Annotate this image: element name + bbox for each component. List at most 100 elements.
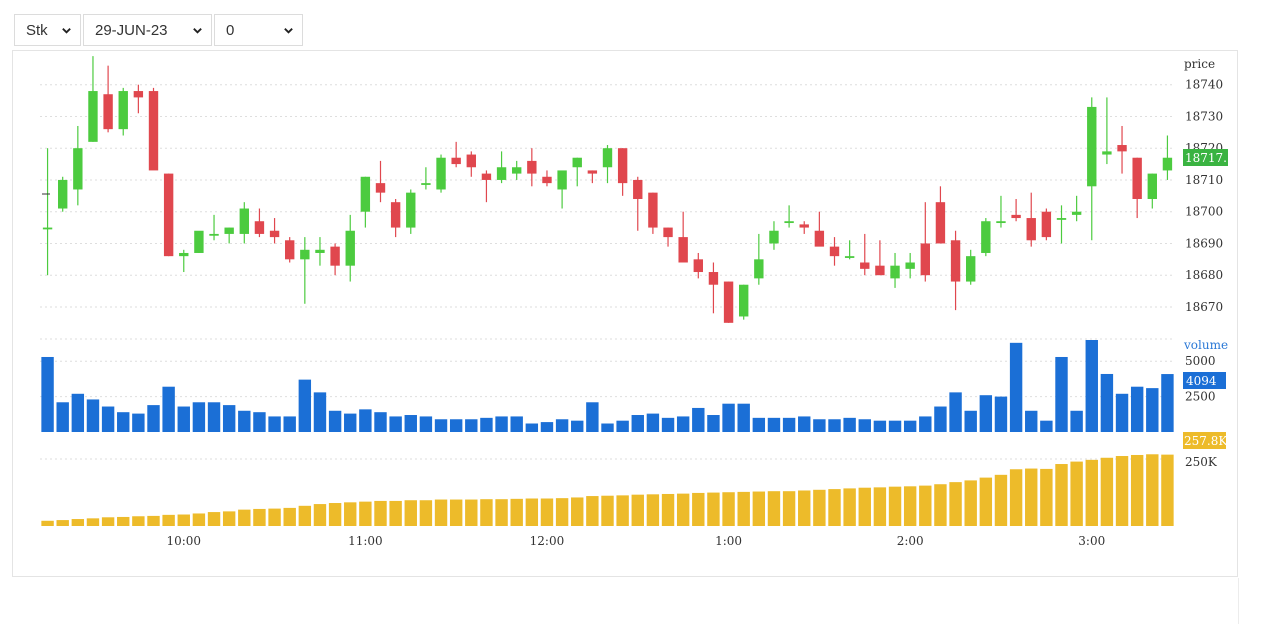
cumulative-bar — [253, 508, 266, 526]
candle-body — [254, 221, 265, 234]
volume-bar — [979, 395, 993, 432]
price-axis-title: price — [1184, 57, 1215, 71]
volume-bar — [132, 413, 145, 432]
candle-body — [406, 192, 416, 228]
volume-bar — [525, 423, 539, 432]
cumulative-bar — [465, 499, 478, 526]
cumulative-bar — [359, 501, 372, 526]
candle-body — [133, 91, 144, 98]
candle-body — [739, 284, 749, 317]
volume-bar — [843, 417, 856, 432]
volume-bar — [268, 416, 281, 432]
last-price-badge — [1183, 149, 1228, 166]
cumulative-bar — [858, 487, 871, 526]
last-volume-badge — [1183, 372, 1226, 389]
price-candles — [42, 56, 1173, 323]
price-tick-label: 18670 — [1185, 300, 1223, 314]
cumulative-bar — [56, 520, 69, 526]
candle-body — [375, 183, 386, 193]
volume-bar — [1130, 386, 1144, 432]
cumulative-bar — [419, 500, 433, 526]
candle-body — [73, 148, 83, 190]
cumulative-bar — [207, 512, 221, 526]
cumulative-bar — [555, 498, 569, 526]
volume-bar — [888, 420, 902, 432]
volume-bar — [449, 419, 463, 432]
date-select[interactable]: 29-JUN-23 — [83, 14, 212, 46]
last-volume-badge-text: 4094 — [1186, 374, 1217, 388]
toolbar: Stk 29-JUN-23 0 — [14, 14, 303, 48]
cumulative-bar — [449, 499, 463, 526]
candle-body — [285, 240, 295, 260]
cumulative-bar — [994, 474, 1008, 526]
candle-body — [103, 94, 113, 130]
candle-body — [1147, 173, 1157, 199]
volume-bar — [238, 410, 251, 432]
option-select-value: 0 — [226, 21, 235, 39]
candle-body — [118, 91, 128, 130]
candle-body — [829, 246, 840, 257]
cumulative-bar — [964, 480, 977, 526]
volume-bar — [631, 415, 644, 432]
price-tick-label: 18700 — [1185, 205, 1223, 219]
volume-bar — [646, 413, 660, 432]
volume-bar — [1009, 342, 1023, 432]
chevron-down-icon — [62, 27, 71, 34]
cumulative-bar — [616, 495, 629, 526]
volume-bar — [344, 413, 357, 432]
cumulative-bar — [374, 500, 387, 526]
volume-bar — [1100, 373, 1114, 432]
candle-body — [875, 265, 885, 276]
volume-bar — [71, 393, 85, 432]
volume-bar — [313, 392, 327, 432]
option-select[interactable]: 0 — [214, 14, 303, 46]
candle-body — [1117, 145, 1127, 152]
cumulative-bar — [117, 516, 130, 526]
candle-body — [648, 192, 658, 228]
volume-bar — [404, 415, 417, 432]
cumulative-bar — [949, 482, 962, 526]
candle-body — [58, 179, 68, 209]
volume-bar — [56, 402, 69, 432]
cumulative-bar — [1085, 459, 1098, 526]
volume-bars — [41, 340, 1174, 432]
cumulative-bar — [692, 492, 705, 526]
symbol-select[interactable]: Stk — [14, 14, 81, 46]
candle-body — [572, 157, 582, 168]
volume-bar — [465, 419, 478, 432]
candle-body — [1162, 157, 1173, 171]
cumulative-bar — [1070, 461, 1083, 526]
volume-bar — [858, 419, 871, 432]
cumulative-bar — [283, 507, 296, 526]
candle-body — [587, 170, 598, 174]
candle-body — [799, 224, 809, 228]
volume-bar — [117, 412, 130, 432]
volume-bar — [192, 402, 206, 432]
volume-bar — [253, 412, 266, 432]
candle-body — [1132, 157, 1142, 199]
candle-body — [754, 259, 764, 279]
cumulative-bar — [798, 490, 811, 526]
volume-bar — [510, 416, 523, 432]
cumulative-bar — [873, 487, 887, 526]
cumulative-bar — [1009, 469, 1023, 526]
cumulative-bar — [903, 486, 917, 526]
candle-body — [663, 227, 673, 238]
volume-bar — [934, 406, 947, 432]
candle-body — [527, 160, 537, 174]
price-tick-label: 18690 — [1185, 236, 1223, 250]
cumulative-bar — [737, 491, 750, 526]
candle-body — [890, 265, 900, 279]
volume-bar — [101, 406, 115, 432]
volume-bar — [586, 402, 599, 432]
volume-bar — [177, 406, 190, 432]
candle-body — [360, 176, 371, 212]
cumulative-bar — [676, 493, 690, 526]
time-tick-label: 2:00 — [897, 534, 924, 548]
candle-body — [905, 262, 915, 269]
candle-body — [451, 157, 461, 165]
cumulative-bar — [344, 502, 357, 526]
cumulative-bar — [480, 499, 493, 526]
candle-body — [466, 154, 476, 168]
